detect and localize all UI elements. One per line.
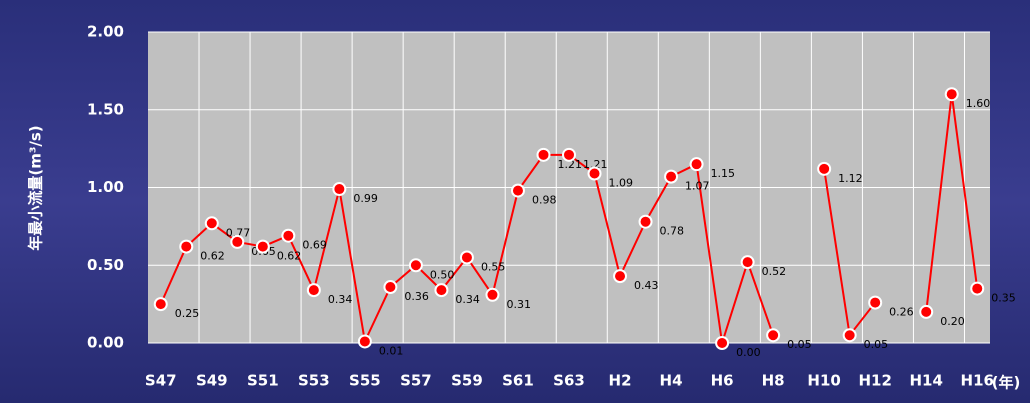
y-tick-label: 0.00 (87, 334, 124, 352)
data-label: 1.21 (557, 158, 582, 171)
x-tick-label: S51 (247, 372, 279, 390)
data-point (255, 239, 270, 254)
data-point (204, 216, 219, 231)
x-tick-label: H6 (711, 372, 734, 390)
data-point (944, 87, 959, 102)
data-label: 1.12 (838, 172, 863, 185)
data-label: 0.34 (328, 293, 353, 306)
data-point (842, 328, 857, 343)
data-point (613, 269, 628, 284)
x-tick-label: S55 (349, 372, 381, 390)
data-point (740, 255, 755, 270)
data-label: 0.78 (660, 225, 685, 238)
data-point (817, 161, 832, 176)
data-point (332, 182, 347, 197)
data-label: 0.36 (404, 290, 429, 303)
data-point (715, 336, 730, 350)
x-tick-label: S47 (145, 372, 177, 390)
x-axis-label: (年) (992, 374, 1021, 392)
data-point (638, 214, 653, 229)
data-point (689, 157, 704, 172)
data-label: 0.77 (226, 226, 251, 239)
data-label: 0.50 (430, 268, 455, 281)
data-point (510, 183, 525, 198)
data-label: 0.98 (532, 194, 557, 207)
x-tick-label: S49 (196, 372, 228, 390)
data-point (868, 295, 883, 310)
data-label: 0.35 (991, 292, 1016, 305)
data-label: 0.62 (277, 250, 302, 263)
data-label: 0.31 (506, 298, 531, 311)
y-tick-label: 0.50 (87, 256, 124, 274)
x-tick-label: S57 (400, 372, 432, 390)
data-label: 0.99 (353, 192, 378, 205)
data-label: 1.60 (966, 97, 991, 110)
data-point (970, 281, 985, 296)
x-tick-label: S63 (553, 372, 585, 390)
data-point (230, 234, 245, 249)
y-tick-label: 1.50 (87, 100, 124, 118)
x-tick-label: H10 (807, 372, 840, 390)
data-label: 1.07 (685, 180, 710, 193)
data-label: 1.09 (609, 177, 634, 190)
data-point (459, 250, 474, 265)
data-point (587, 166, 602, 181)
data-label: 0.52 (762, 265, 787, 278)
data-point (153, 297, 168, 312)
data-label: 1.21 (583, 158, 608, 171)
data-point (179, 239, 194, 254)
data-point (408, 258, 423, 273)
x-tick-label: S61 (502, 372, 534, 390)
x-tick-label: H8 (762, 372, 785, 390)
x-tick-label: H14 (909, 372, 942, 390)
data-label: 1.15 (711, 167, 736, 180)
data-point (562, 147, 576, 162)
data-label: 0.05 (864, 338, 889, 351)
y-axis-label: 年最小流量(m³/s) (27, 125, 45, 250)
x-tick-label: S59 (451, 372, 483, 390)
data-label: 0.01 (379, 344, 404, 357)
data-point (485, 287, 500, 302)
data-point (357, 334, 372, 349)
data-label: 0.00 (736, 346, 761, 359)
data-label: 0.69 (302, 239, 327, 252)
data-label: 0.34 (455, 293, 480, 306)
data-point (536, 147, 551, 162)
data-point (664, 169, 679, 184)
x-tick-label: H16 (961, 372, 994, 390)
x-tick-label: H4 (660, 372, 683, 390)
data-label: 0.26 (889, 306, 914, 319)
data-point (281, 228, 296, 243)
data-point (766, 328, 781, 343)
x-tick-label: H2 (609, 372, 632, 390)
data-point (306, 283, 321, 298)
data-point (919, 304, 934, 319)
x-tick-label: S53 (298, 372, 330, 390)
data-label: 0.05 (787, 338, 812, 351)
data-point (434, 283, 449, 298)
data-label: 0.43 (634, 279, 659, 292)
y-tick-label: 1.00 (87, 178, 124, 196)
y-tick-label: 2.00 (87, 23, 124, 41)
x-tick-label: H12 (858, 372, 891, 390)
data-label: 0.55 (481, 260, 506, 273)
data-label: 0.25 (175, 307, 200, 320)
data-label: 0.20 (940, 315, 965, 328)
data-label: 0.62 (200, 250, 225, 263)
data-point (383, 280, 398, 295)
